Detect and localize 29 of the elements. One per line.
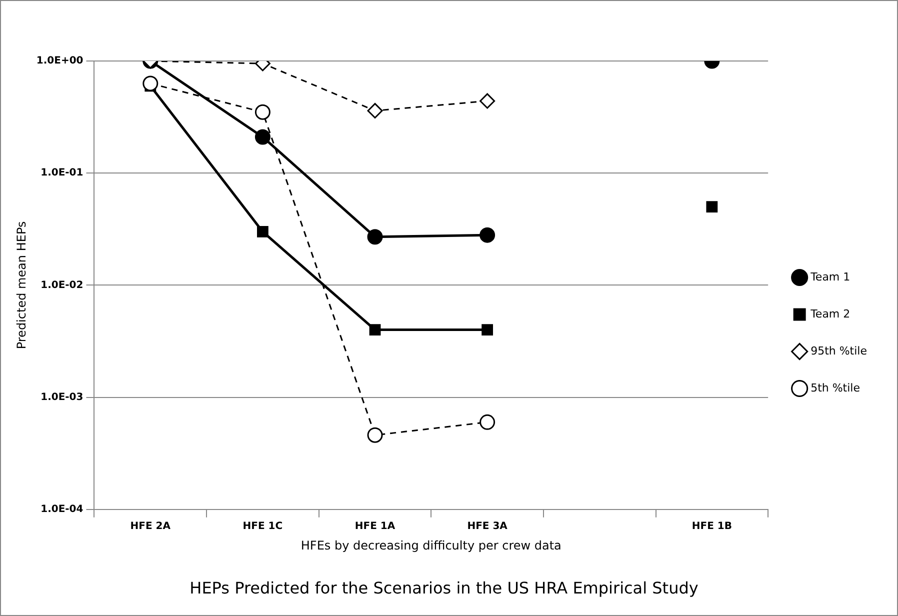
legend-label: 5th %tile [810, 381, 860, 394]
point [142, 76, 158, 92]
x-tick-label: HFE 2A [130, 520, 171, 532]
y-tick-label: 1.0E+00 [36, 56, 84, 67]
x-tick-label: HFE 3A [467, 520, 508, 532]
y-tick-label: 1.0E-04 [40, 504, 84, 515]
x-tick-label: HFE 1A [354, 520, 396, 532]
x-tick-label: HFE 1C [242, 520, 283, 532]
text: HEPs Predicted for the Scenarios in the US HRA Empirical Study [190, 578, 698, 598]
point [482, 324, 494, 336]
y-axis-title: Predicted mean HEPs [14, 221, 28, 350]
y-tick-label: 1.0E-02 [40, 280, 84, 291]
point [257, 226, 268, 238]
y-tick-label: 1.0E-01 [40, 168, 84, 179]
legend-label: Team 2 [810, 307, 850, 320]
point [367, 427, 383, 443]
y-tick-label: 1.0E-03 [40, 392, 84, 403]
point [480, 227, 496, 243]
point [367, 102, 383, 118]
point [254, 129, 270, 145]
x-tick-label: HFE 1B [692, 520, 732, 532]
legend-label: Team 1 [810, 270, 850, 284]
point [367, 229, 383, 245]
point [480, 93, 496, 109]
legend-label: 95th %tile [810, 344, 868, 358]
point [254, 104, 270, 120]
x-axis-title: HFEs by decreasing difficulty per crew data [300, 538, 562, 553]
point [369, 324, 381, 336]
point [706, 201, 718, 213]
